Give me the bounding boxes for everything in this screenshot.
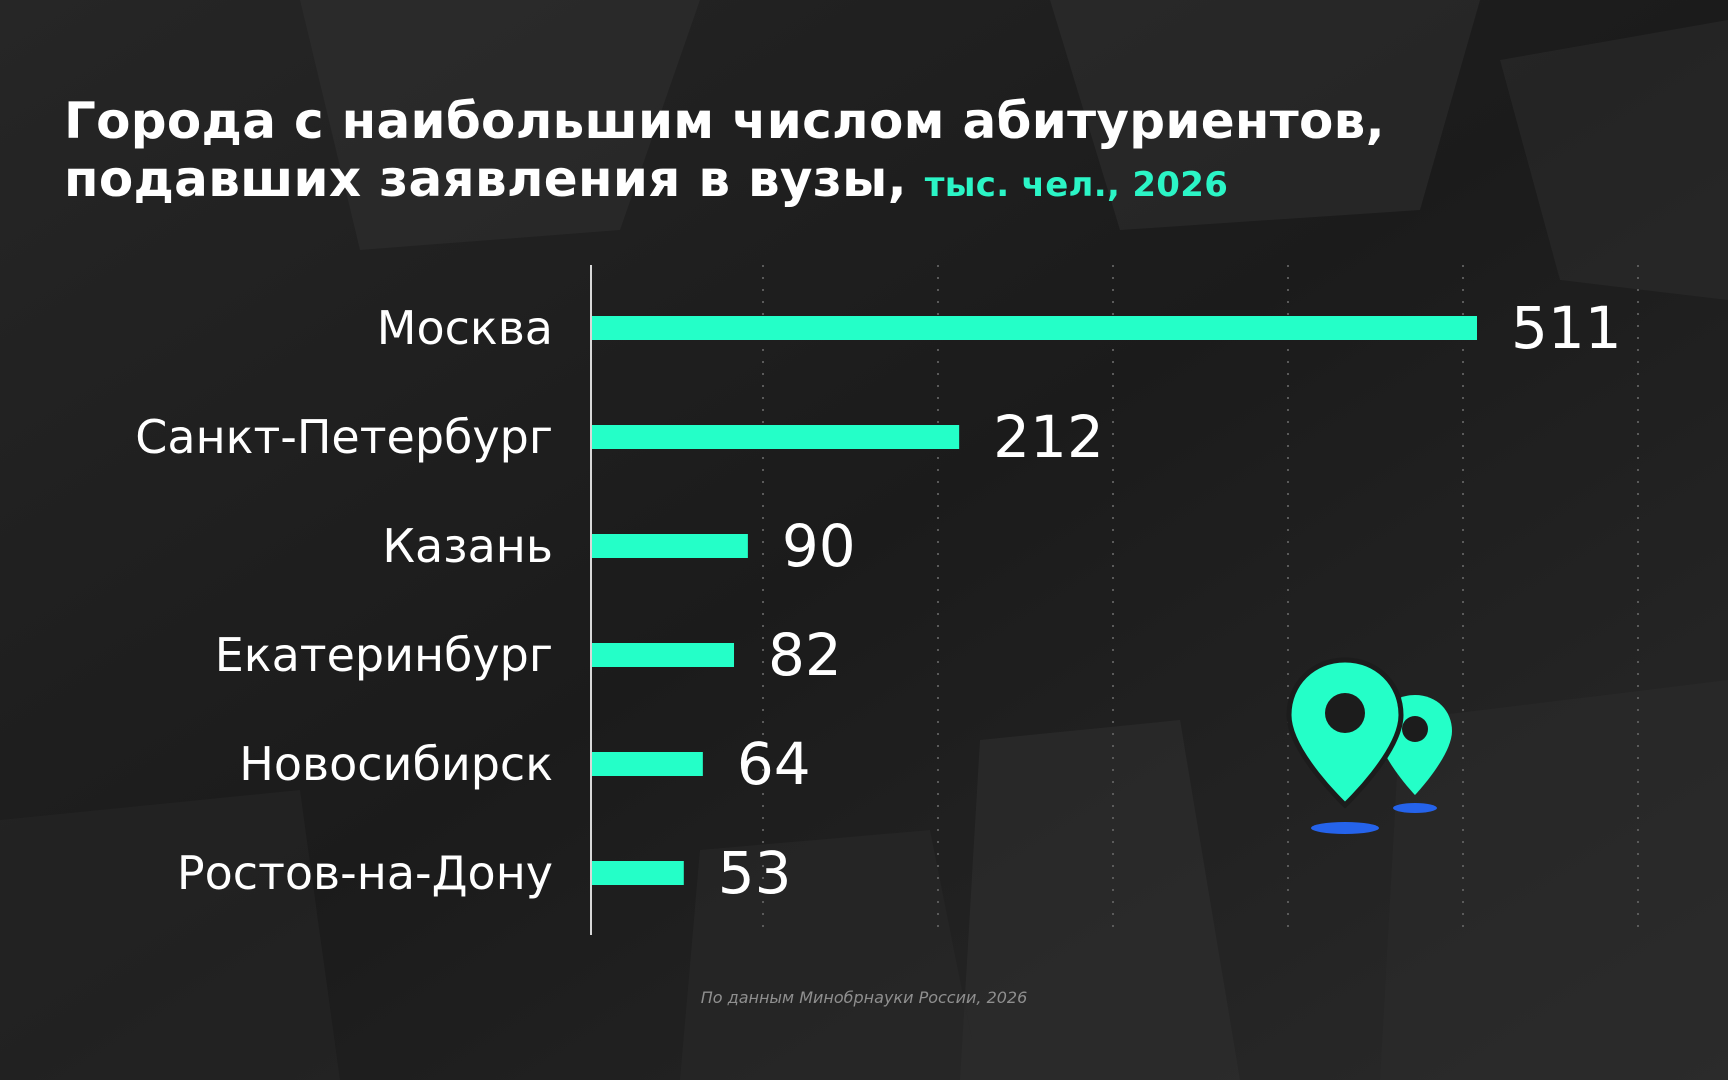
data-label-1: 511 [1511,294,1622,362]
bar-2 [592,425,960,449]
category-label-2: Санкт-Петербург [135,410,553,464]
title-unit: тыс. чел., 2026 [924,165,1229,205]
data-label-2: 212 [993,403,1104,471]
bar-1 [592,316,1477,340]
title-line-1: Города с наибольшим числом абитуриентов, [64,92,1385,150]
data-label-5: 64 [737,730,811,798]
chart-title: Города с наибольшим числом абитуриентов,… [64,92,1385,214]
category-label-3: Казань [382,519,553,573]
data-label-3: 90 [782,512,856,580]
data-label-6: 53 [718,839,792,907]
category-label-6: Ростов-на-Дону [177,846,553,900]
bar-3 [592,534,748,558]
bar-5 [592,752,703,776]
category-label-1: Москва [377,301,553,355]
category-label-4: Екатеринбург [215,628,553,682]
category-label-5: Новосибирск [239,737,553,791]
location-pins-icon [1286,657,1452,834]
title-line-2-text: подавших заявления в вузы, [64,150,907,208]
data-label-4: 82 [768,621,842,689]
bar-6 [592,861,684,885]
source-note: По данным Минобрнауки России, 2026 [700,988,1028,1007]
bar-4 [592,643,735,667]
title-line-2: подавших заявления в вузы, тыс. чел., 20… [64,150,1385,214]
